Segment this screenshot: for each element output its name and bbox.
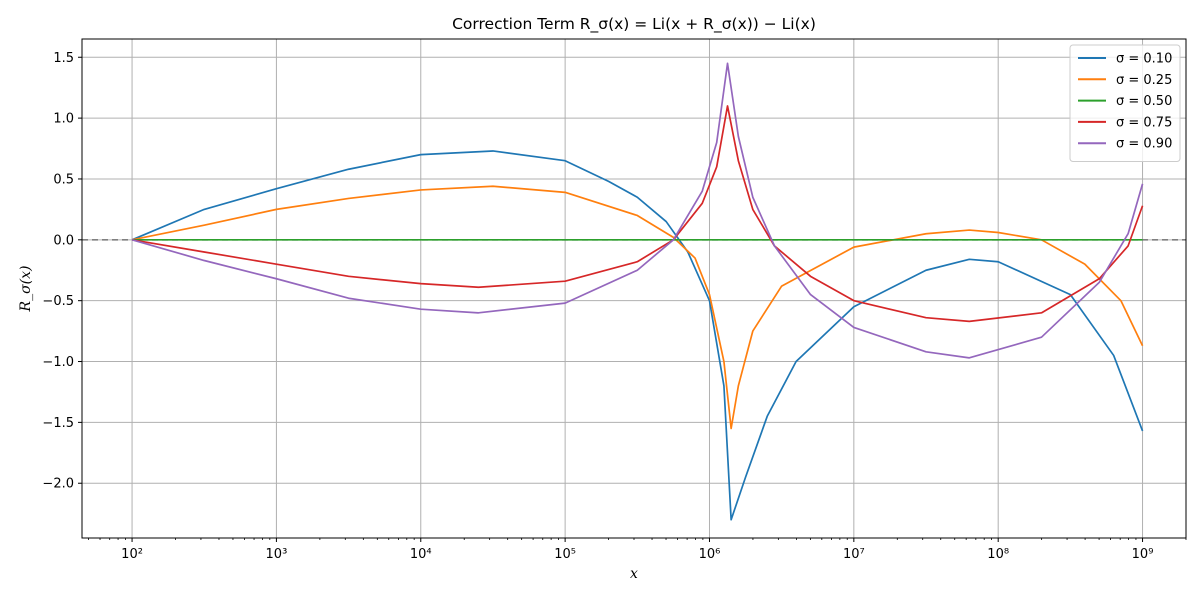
ticks: 10² 10³ 10⁴ 10⁵ 10⁶ 10⁷ 10⁸ 10⁹ 1.5 1.0 0.5 0.0 −0.5… <box>42 51 1187 562</box>
x-tick-label: 10² <box>121 547 143 562</box>
legend-box <box>1069 44 1181 162</box>
series-layer <box>131 62 1144 521</box>
series-line <box>131 62 1144 359</box>
x-tick-label: 10⁷ <box>843 547 865 562</box>
y-tick-label: −2.0 <box>42 477 74 492</box>
y-tick-label: −0.5 <box>42 294 74 309</box>
series-line <box>131 105 1144 323</box>
series-line <box>131 150 1144 521</box>
y-tick-label: −1.5 <box>42 416 74 431</box>
x-tick-label: 10⁸ <box>987 547 1009 562</box>
y-axis-title: R_σ(x) <box>18 266 34 313</box>
y-tick-label: 0.5 <box>53 172 74 187</box>
legend-label: σ = 0.25 <box>1116 73 1172 88</box>
x-tick-label: 10⁶ <box>699 547 721 562</box>
legend-label: σ = 0.75 <box>1116 115 1172 130</box>
chart-title: Correction Term R_σ(x) = Li(x + R_σ(x)) … <box>452 15 816 34</box>
y-tick-label: 1.5 <box>53 51 74 66</box>
x-axis-title: x <box>630 566 638 582</box>
legend-label: σ = 0.10 <box>1116 52 1172 67</box>
x-tick-label: 10³ <box>266 547 288 562</box>
series-line <box>131 185 1144 430</box>
x-tick-label: 10⁵ <box>554 547 576 562</box>
y-tick-label: 0.0 <box>53 233 74 248</box>
x-tick-label: 10⁹ <box>1132 547 1154 562</box>
x-tick-label: 10⁴ <box>410 547 432 562</box>
y-tick-label: −1.0 <box>42 355 74 370</box>
grid <box>82 39 1186 538</box>
legend-label: σ = 0.50 <box>1116 94 1172 109</box>
legend-label: σ = 0.90 <box>1116 137 1172 152</box>
y-tick-label: 1.0 <box>53 112 74 127</box>
plot-frame <box>81 38 1187 539</box>
legend: σ = 0.10 σ = 0.25 σ = 0.50 σ = 0.75 σ = 0.90 <box>1069 44 1181 162</box>
